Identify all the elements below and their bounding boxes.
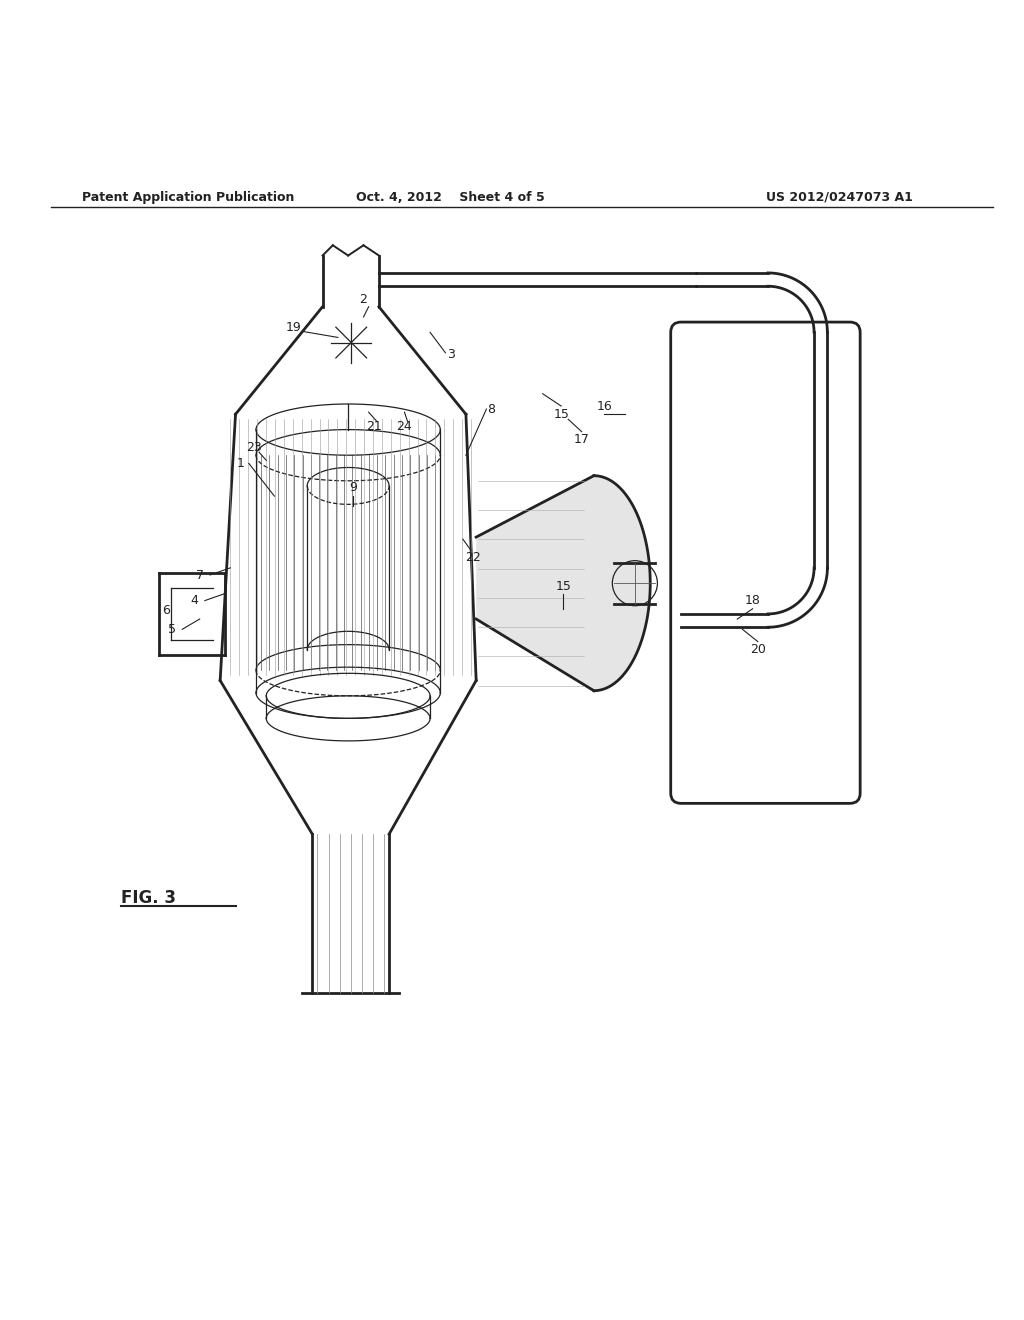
Text: 8: 8 (487, 403, 496, 416)
Text: 17: 17 (573, 433, 590, 446)
Text: Patent Application Publication: Patent Application Publication (82, 190, 294, 203)
Text: 20: 20 (750, 643, 766, 656)
Text: FIG. 3: FIG. 3 (121, 888, 176, 907)
Text: 16: 16 (596, 400, 612, 413)
Text: 19: 19 (286, 321, 302, 334)
Text: 2: 2 (359, 293, 368, 306)
Text: US 2012/0247073 A1: US 2012/0247073 A1 (766, 190, 913, 203)
Text: 23: 23 (246, 441, 262, 454)
Text: 3: 3 (446, 348, 455, 362)
Text: 9: 9 (349, 482, 357, 495)
Text: 22: 22 (465, 552, 481, 564)
Text: Oct. 4, 2012    Sheet 4 of 5: Oct. 4, 2012 Sheet 4 of 5 (356, 190, 545, 203)
Text: 15: 15 (555, 579, 571, 593)
Text: 1: 1 (237, 457, 245, 470)
Polygon shape (476, 475, 650, 690)
Text: 5: 5 (168, 623, 176, 636)
Text: 21: 21 (366, 420, 382, 433)
Text: 24: 24 (396, 420, 413, 433)
Text: 15: 15 (553, 408, 569, 421)
Text: 18: 18 (744, 594, 761, 607)
FancyBboxPatch shape (671, 322, 860, 804)
Text: 6: 6 (162, 605, 170, 618)
Text: 4: 4 (190, 594, 199, 607)
Text: 7: 7 (196, 569, 204, 582)
